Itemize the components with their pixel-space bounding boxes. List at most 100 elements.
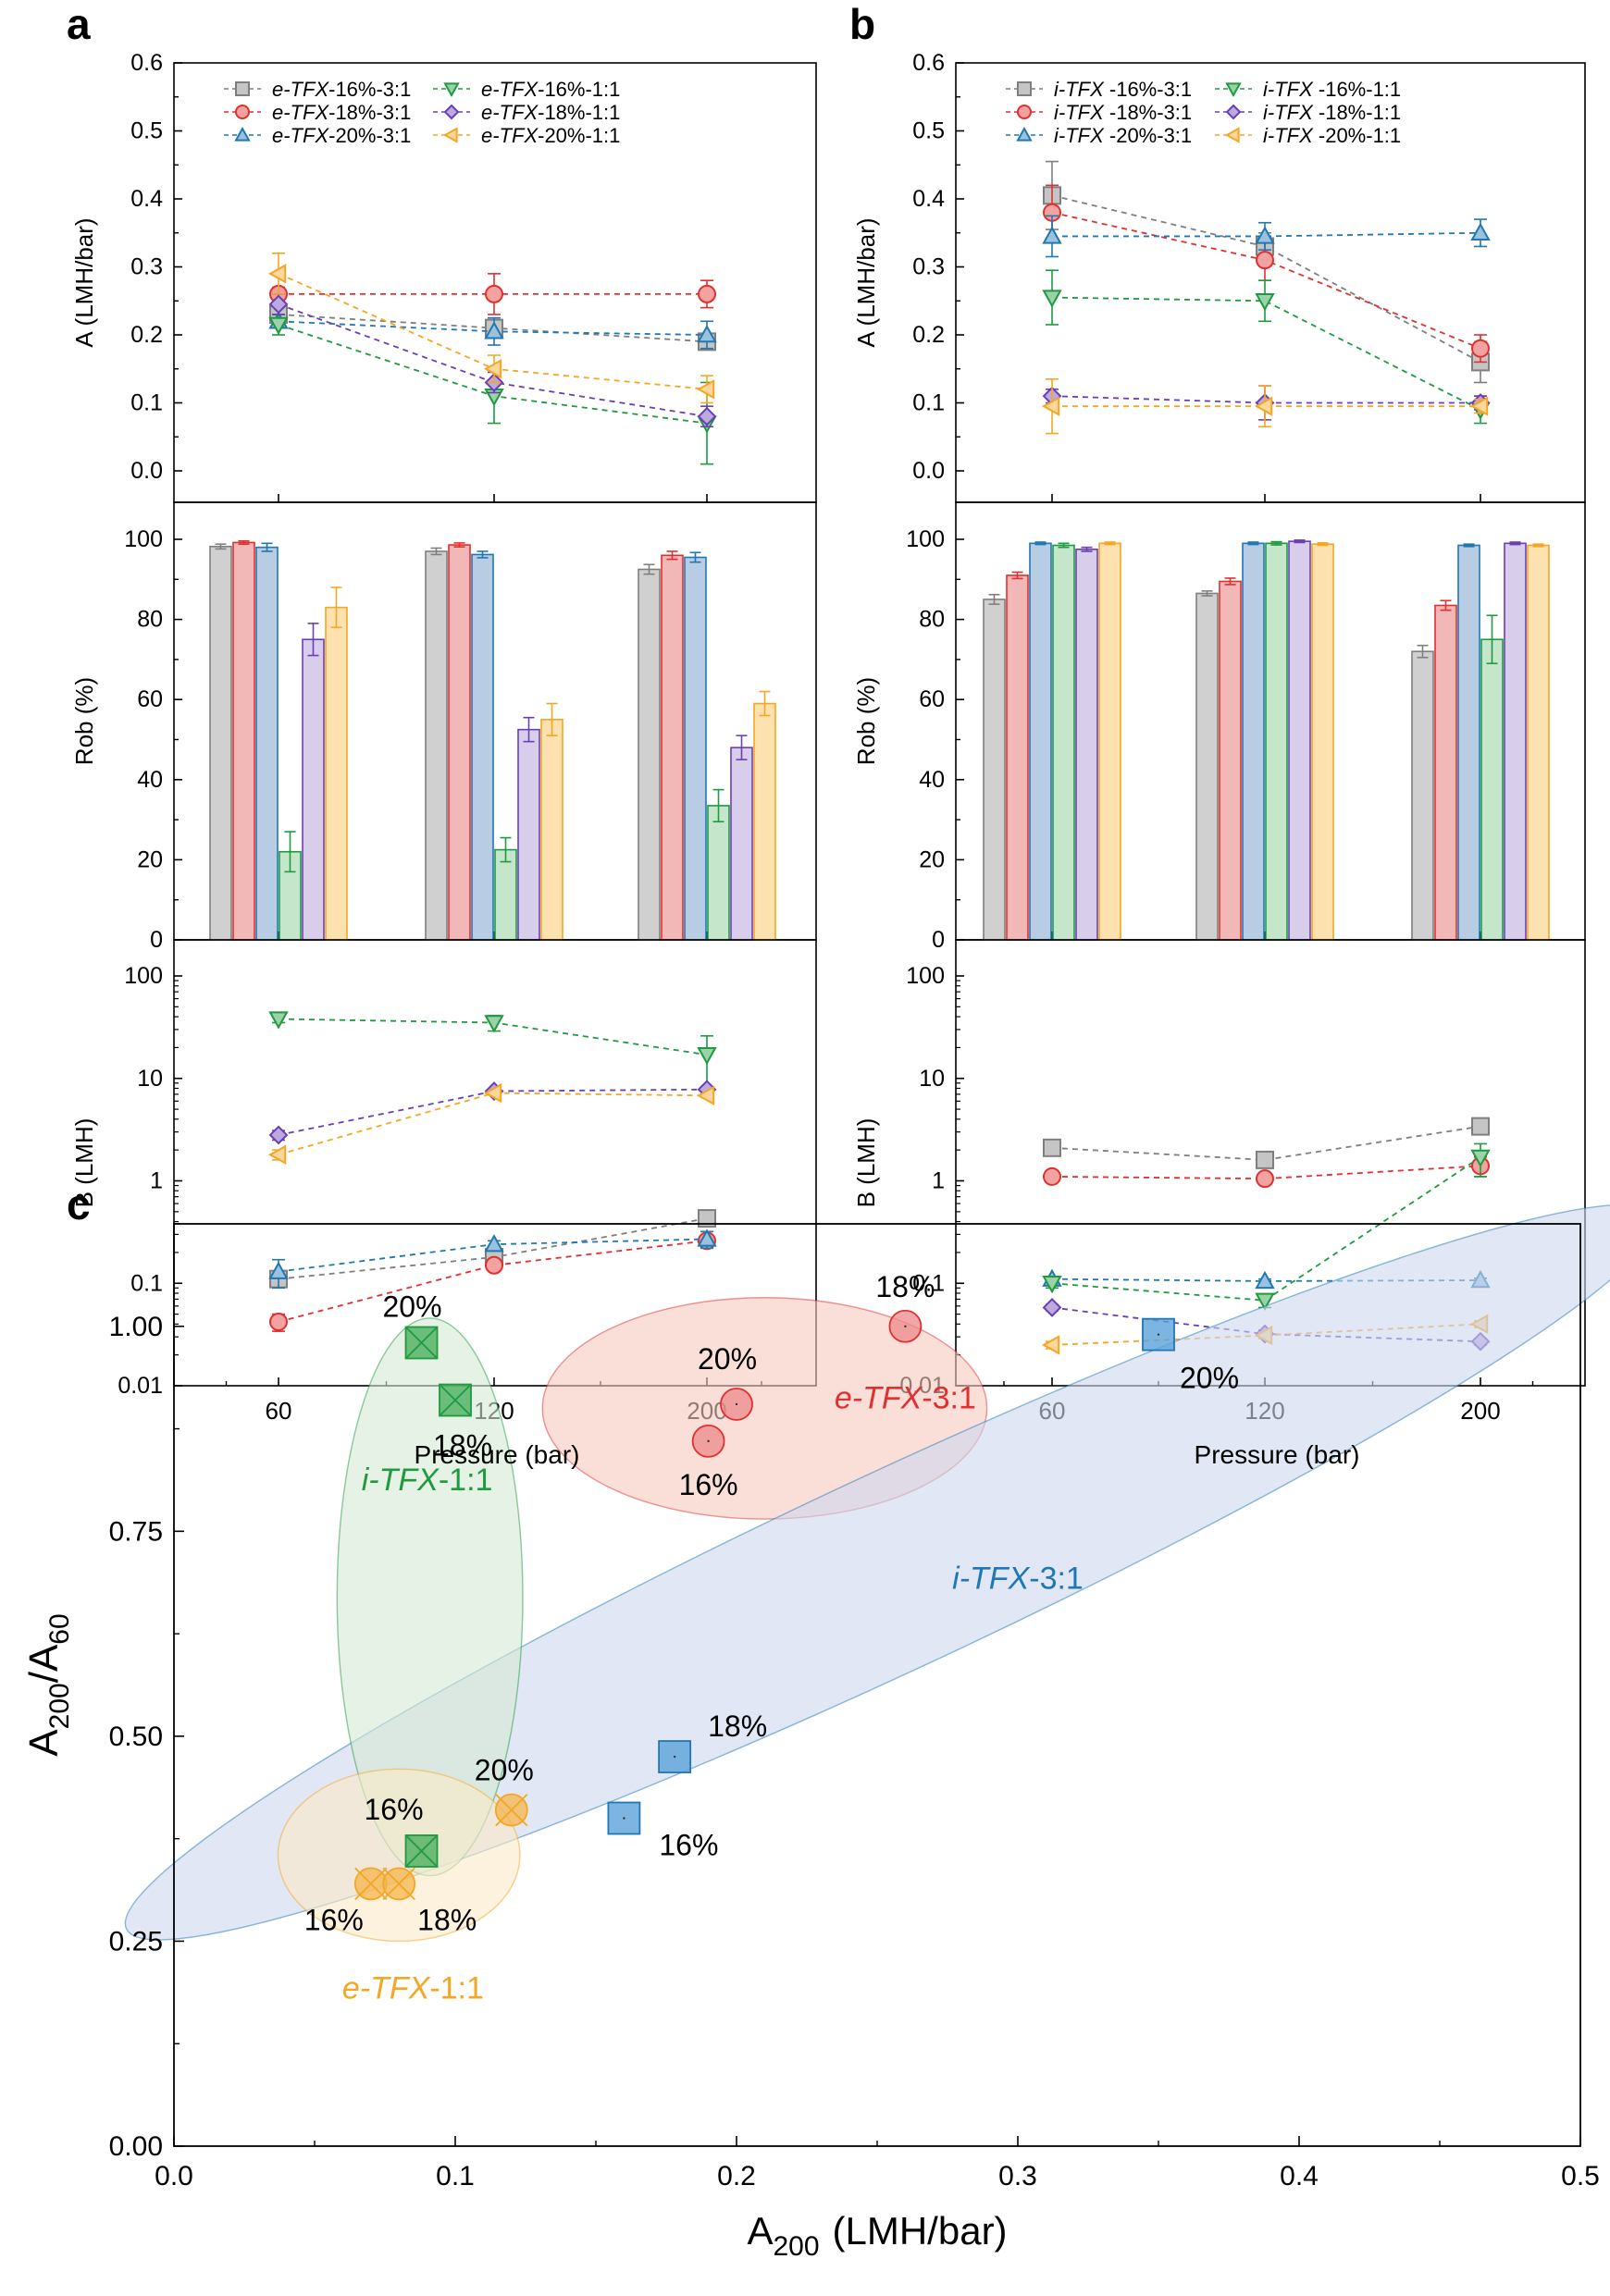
y-tick-label: 0.1: [912, 390, 945, 416]
x-axis-label-unit: (LMH/bar): [833, 2209, 1008, 2253]
x-tick-label: 0.1: [436, 2161, 475, 2191]
data-point: [485, 284, 503, 303]
bar: [1288, 540, 1311, 941]
y-tick-label: 100: [124, 963, 163, 989]
point-label: 16%: [659, 1829, 718, 1862]
y-tick-label: 100: [906, 963, 945, 989]
legend-entry-italic: e-TFX: [481, 101, 539, 124]
data-point: [268, 1125, 289, 1145]
x-tick-label: 0.0: [155, 2161, 193, 2191]
series-line: [278, 1240, 708, 1323]
y-tick-label: 10: [137, 1066, 163, 1092]
data-point: [268, 1261, 289, 1279]
y-tick-label: 0.0: [130, 458, 163, 484]
series-line: [1051, 1165, 1481, 1180]
legend-entry: i-TFX -20%-1:1: [1263, 124, 1401, 147]
y-tick-label: 100: [906, 526, 945, 552]
data-point: [696, 1085, 715, 1105]
legend-entry: i-TFX -16%-3:1: [1054, 78, 1192, 101]
legend-marker: [235, 105, 250, 119]
series-line: [278, 1092, 708, 1156]
data-point: [1255, 293, 1275, 312]
data-point: [1043, 1138, 1061, 1157]
point-label: 20%: [1180, 1362, 1239, 1395]
y-tick-label: 1.00: [109, 1312, 163, 1342]
legend-entry-italic: i-TFX: [1054, 124, 1105, 147]
y-axis-label: A (LMH/bar): [70, 217, 98, 347]
point-label: 20%: [475, 1754, 534, 1787]
y-axis-label-sep: /A: [21, 1644, 67, 1683]
legend-entry: e-TFX-20%-1:1: [481, 124, 620, 147]
legend-entry-rest: -20%-1:1: [538, 124, 620, 147]
x-tick-label: 200: [1460, 1397, 1500, 1425]
data-point: [1041, 396, 1060, 416]
panel-label-a: a: [67, 0, 91, 48]
group-label: i-TFX-1:1: [362, 1463, 493, 1498]
group-label-italic: i-TFX: [952, 1561, 1030, 1596]
data-point: [268, 1011, 289, 1030]
bar: [302, 638, 325, 941]
data-point: [483, 359, 502, 379]
chart-b_top: 0.0 0.1 0.2 0.3 0.4 0.5 0.6 A (LMH/bar) i-TFX -1…: [852, 50, 1586, 503]
legend-entry-italic: e-TFX: [272, 101, 329, 124]
y-axis-label: B (LMH): [70, 1118, 98, 1208]
chart-c: 0.0 0.1 0.2 0.3 0.4 0.50.000.250.500.751.00A2…: [21, 1204, 1610, 2262]
point-cross: [404, 1326, 439, 1360]
data-point: [1043, 1167, 1061, 1186]
bar: [1029, 542, 1052, 941]
legend-marker: [235, 81, 250, 96]
legend-marker: [442, 127, 458, 143]
y-tick-label: 0.6: [912, 50, 945, 76]
point-label: 20%: [382, 1290, 441, 1324]
legend-marker: [1017, 81, 1032, 96]
data-point: [484, 1015, 504, 1033]
legend-marker: [1017, 105, 1032, 119]
y-tick-label: 0.5: [130, 118, 163, 144]
point-label: 18%: [708, 1710, 767, 1743]
legend-entry: i-TFX -20%-3:1: [1054, 124, 1192, 147]
bar: [448, 544, 471, 941]
point-cross: [404, 1834, 439, 1868]
legend-entry: i-TFX -18%-3:1: [1054, 101, 1192, 124]
series-line: [278, 324, 708, 425]
data-point: [1471, 339, 1490, 358]
y-tick-label: 20: [137, 846, 163, 872]
data-point: [697, 406, 717, 426]
bar: [1480, 638, 1504, 941]
bar: [638, 568, 661, 941]
series-line: [1051, 395, 1480, 404]
y-tick-label: 40: [919, 767, 945, 793]
legend-entry-rest: -16%-1:1: [538, 78, 620, 101]
data-point: [267, 1144, 287, 1165]
bar: [1098, 542, 1121, 941]
group-label-italic: e-TFX: [835, 1380, 923, 1415]
bar: [1006, 574, 1029, 941]
legend-entry-rest: -20%-3:1: [1104, 124, 1192, 147]
y-tick-label: 0.2: [130, 322, 163, 348]
legend-entry-rest: -18%-3:1: [328, 101, 411, 124]
y-tick-label: 0.3: [912, 254, 945, 280]
x-tick-label: 60: [266, 1397, 292, 1425]
point-cross: [495, 1794, 528, 1827]
x-axis-label: A200 (LMH/bar): [747, 2209, 1007, 2262]
y-tick-label: 0: [150, 927, 163, 953]
legend-entry-italic: e-TFX: [272, 78, 329, 101]
y-axis-label-sub: 60: [44, 1613, 75, 1644]
point-center: [735, 1402, 738, 1406]
point-label: 16%: [679, 1468, 738, 1501]
legend-marker: [443, 82, 460, 98]
bar: [425, 550, 448, 941]
bar: [1195, 592, 1219, 941]
bar: [730, 747, 753, 941]
legend-marker: [443, 104, 460, 120]
group-label: e-TFX-1:1: [342, 1970, 484, 2006]
x-tick-label: 0.2: [717, 2161, 756, 2191]
legend-entry-italic: i-TFX: [1263, 78, 1314, 101]
data-point: [267, 264, 287, 284]
legend-entry-italic: e-TFX: [272, 124, 329, 147]
group-label-rest: -1:1: [429, 1970, 484, 2006]
point-label: 18%: [875, 1270, 935, 1303]
data-point: [1042, 1276, 1062, 1294]
point-label: 20%: [698, 1342, 757, 1376]
legend-entry: i-TFX -18%-1:1: [1263, 101, 1401, 124]
